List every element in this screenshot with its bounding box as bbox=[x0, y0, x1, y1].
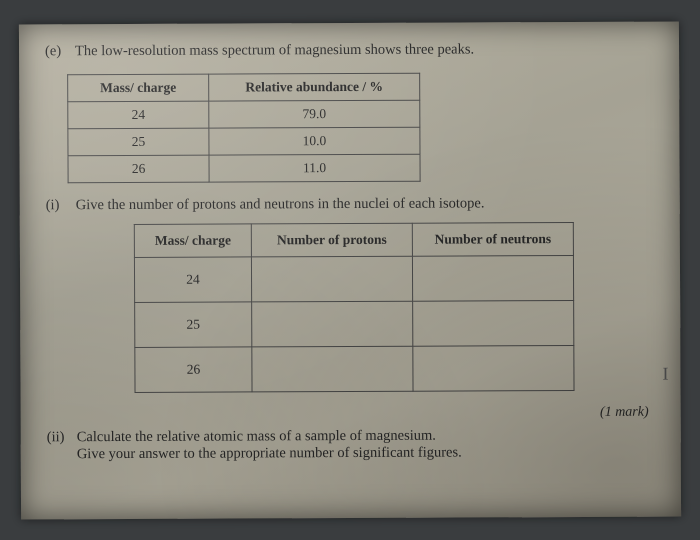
col-protons: Number of protons bbox=[251, 222, 412, 256]
cell-mc: 26 bbox=[68, 154, 209, 182]
cell-mc: 24 bbox=[134, 256, 251, 302]
cell-ra: 10.0 bbox=[209, 126, 420, 154]
part-e-prompt: The low-resolution mass spectrum of magn… bbox=[75, 39, 653, 61]
col-relative-abundance: Relative abundance / % bbox=[209, 72, 420, 100]
col-mass-charge: Mass/ charge bbox=[134, 223, 251, 257]
cell-protons bbox=[252, 345, 413, 391]
table-row: 24 bbox=[134, 255, 573, 302]
text-cursor-icon: I bbox=[662, 363, 668, 384]
cell-mc: 25 bbox=[68, 127, 209, 155]
cell-mc: 24 bbox=[68, 100, 209, 128]
cell-neutrons bbox=[412, 255, 573, 301]
cell-ra: 11.0 bbox=[209, 153, 420, 181]
cell-protons bbox=[252, 300, 413, 346]
part-e-row: (e) The low-resolution mass spectrum of … bbox=[45, 39, 653, 61]
table-row: 25 bbox=[135, 300, 574, 347]
sub-ii-line1: Calculate the relative atomic mass of a … bbox=[77, 426, 655, 446]
sub-ii-line2: Give your answer to the appropriate numb… bbox=[77, 443, 655, 463]
cell-protons bbox=[251, 255, 412, 301]
scanned-page: (e) The low-resolution mass spectrum of … bbox=[19, 21, 681, 519]
sub-i-row: (i) Give the number of protons and neutr… bbox=[46, 194, 654, 214]
table-header-row: Mass/ charge Relative abundance / % bbox=[68, 72, 420, 101]
cell-neutrons bbox=[413, 345, 574, 391]
col-mass-charge: Mass/ charge bbox=[68, 73, 209, 101]
table-row: 25 10.0 bbox=[68, 126, 420, 155]
cell-mc: 25 bbox=[135, 301, 252, 347]
isotope-table: Mass/ charge Number of protons Number of… bbox=[134, 221, 575, 392]
sub-ii-row: (ii) Calculate the relative atomic mass … bbox=[47, 426, 655, 463]
sub-ii-label: (ii) bbox=[47, 428, 77, 462]
abundance-table: Mass/ charge Relative abundance / % 24 7… bbox=[67, 72, 420, 183]
col-neutrons: Number of neutrons bbox=[412, 222, 573, 256]
part-e-label: (e) bbox=[45, 42, 75, 62]
table-header-row: Mass/ charge Number of protons Number of… bbox=[134, 222, 573, 257]
table-row: 24 79.0 bbox=[68, 99, 420, 128]
cell-neutrons bbox=[413, 300, 574, 346]
cell-ra: 79.0 bbox=[209, 99, 420, 127]
sub-i-label: (i) bbox=[46, 196, 76, 213]
sub-ii-text: Calculate the relative atomic mass of a … bbox=[77, 426, 655, 463]
table-row: 26 11.0 bbox=[68, 153, 420, 182]
mark-allocation: (1 mark) bbox=[47, 404, 649, 423]
sub-i-text: Give the number of protons and neutrons … bbox=[76, 194, 654, 214]
table-row: 26 bbox=[135, 345, 574, 392]
cell-mc: 26 bbox=[135, 346, 252, 392]
